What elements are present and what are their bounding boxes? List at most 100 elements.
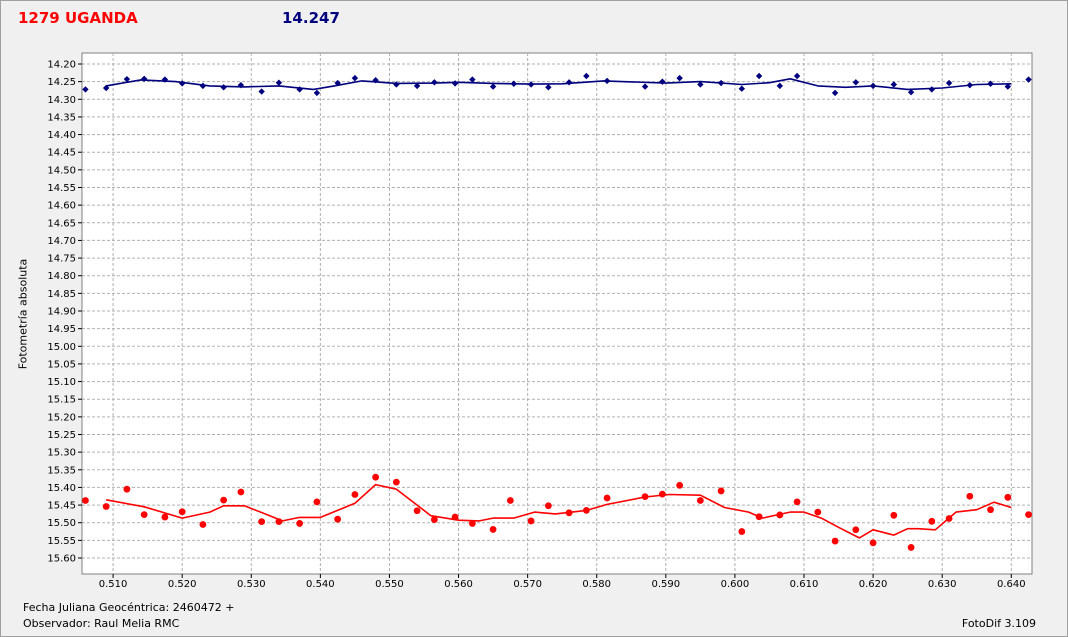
x-tick-label: 0.610	[790, 579, 819, 590]
data-point	[351, 74, 359, 82]
data-point	[831, 537, 839, 545]
data-point	[123, 75, 131, 83]
data-point	[275, 79, 283, 86]
x-tick-label: 0.560	[444, 579, 473, 590]
x-tick-label: 0.630	[928, 579, 957, 590]
data-point	[755, 513, 763, 521]
data-point	[140, 511, 148, 518]
data-point	[258, 518, 266, 526]
data-point	[907, 89, 915, 96]
data-point	[1025, 76, 1032, 83]
data-point	[890, 511, 898, 519]
data-point	[776, 511, 784, 519]
data-point	[776, 82, 784, 90]
x-tick-label: 0.520	[168, 579, 197, 590]
data-point	[161, 513, 169, 521]
trend-line-series-0	[106, 78, 1012, 91]
data-point	[869, 82, 877, 90]
data-point	[413, 82, 421, 90]
data-point	[199, 82, 207, 90]
y-tick-label: 15.15	[47, 395, 76, 406]
data-point	[296, 520, 304, 527]
y-tick-label: 15.45	[47, 501, 76, 512]
y-tick-label: 14.25	[47, 77, 76, 88]
julian-date-label: Fecha Juliana Geocéntrica: 2460472 +	[23, 601, 235, 614]
data-point	[237, 488, 245, 496]
data-point	[987, 80, 994, 87]
data-point	[603, 494, 611, 502]
data-point	[178, 508, 186, 516]
x-tick-label: 0.530	[237, 579, 266, 590]
x-tick-label: 0.600	[721, 579, 750, 590]
data-point	[468, 520, 476, 527]
data-point	[178, 80, 186, 87]
data-point	[296, 86, 303, 93]
data-point	[890, 81, 898, 88]
x-tick-label: 0.620	[859, 579, 888, 590]
data-point	[928, 517, 936, 525]
data-point	[545, 84, 552, 91]
x-tick-label: 0.590	[651, 579, 680, 590]
data-point	[945, 79, 953, 87]
y-tick-label: 15.10	[47, 377, 76, 388]
y-tick-label: 14.40	[47, 130, 76, 141]
data-point	[527, 517, 535, 525]
x-tick-label: 0.580	[582, 579, 611, 590]
data-point	[676, 74, 683, 82]
y-tick-label: 14.30	[47, 95, 76, 106]
data-point	[603, 77, 611, 85]
data-point	[372, 473, 380, 481]
data-point	[220, 496, 228, 504]
data-point	[392, 478, 400, 486]
object-title: 1279 UGANDA	[18, 9, 138, 27]
data-point	[469, 76, 476, 83]
trend-lines	[106, 78, 1012, 539]
y-tick-label: 14.85	[47, 289, 76, 300]
data-point	[413, 507, 421, 515]
data-point	[313, 89, 321, 97]
data-point	[658, 490, 666, 498]
data-point	[527, 81, 535, 88]
data-point	[334, 515, 342, 523]
data-point	[659, 78, 666, 85]
y-tick-label: 14.55	[47, 183, 76, 194]
data-point	[869, 539, 877, 547]
data-point	[966, 81, 974, 89]
y-tick-label: 14.65	[47, 218, 76, 229]
grid	[82, 53, 1032, 574]
y-tick-label: 14.90	[47, 307, 76, 318]
data-point	[123, 485, 131, 493]
y-tick-label: 15.00	[47, 342, 76, 353]
data-point	[431, 79, 438, 86]
data-point	[696, 497, 704, 504]
data-point	[755, 72, 763, 80]
data-point	[583, 72, 590, 80]
data-point	[140, 75, 148, 83]
data-point	[199, 521, 207, 528]
trend-line-series-1	[106, 483, 1012, 539]
data-point	[220, 84, 227, 91]
plot-area	[81, 52, 1033, 575]
y-axis-label: Fotometría absoluta	[16, 258, 30, 370]
x-tick-label: 0.570	[513, 579, 542, 590]
data-point	[451, 513, 459, 521]
data-point	[489, 526, 497, 533]
data-point	[793, 72, 801, 80]
data-point	[334, 79, 341, 87]
data-point	[544, 502, 552, 510]
y-tick-label: 15.40	[47, 483, 76, 494]
y-tick-label: 15.20	[47, 412, 76, 423]
observer-label: Observador: Raul Melia RMC	[23, 617, 180, 630]
y-tick-label: 14.95	[47, 324, 76, 335]
data-point	[451, 80, 459, 87]
data-point	[793, 498, 801, 506]
data-point	[565, 509, 573, 517]
y-tick-label: 15.35	[47, 465, 76, 476]
data-point	[945, 515, 953, 522]
data-point	[82, 86, 89, 93]
data-point	[161, 76, 169, 83]
y-tick-label: 15.30	[47, 448, 76, 459]
y-tick-label: 15.55	[47, 536, 76, 547]
x-tick-label: 0.550	[375, 579, 404, 590]
